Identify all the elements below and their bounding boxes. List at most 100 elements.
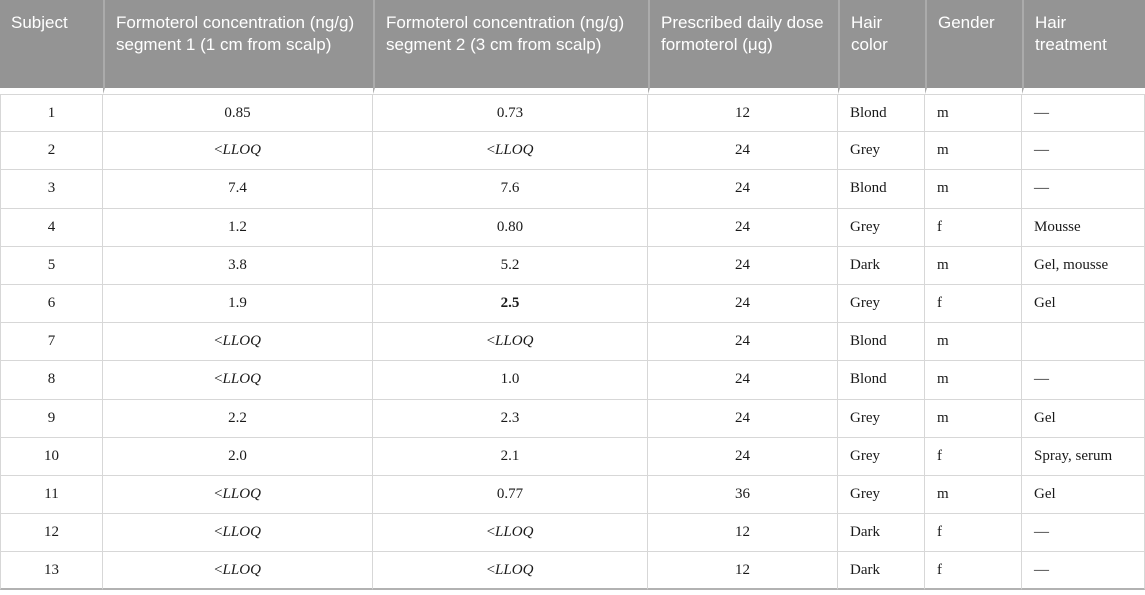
table-cell: 2.3 [373, 399, 648, 438]
table-cell: 24 [648, 170, 838, 209]
table-cell: Gel, mousse [1022, 246, 1145, 285]
table-cell: Grey [838, 208, 925, 247]
table-cell: — [1022, 361, 1145, 400]
table-row: 12 <LLOQ <LLOQ 12 Dark f — [0, 514, 1145, 553]
table-header: Subject Formoterol concentration (ng/g) … [0, 0, 1145, 94]
table-cell: f [925, 552, 1022, 591]
table-cell: 24 [648, 246, 838, 285]
table-cell: 12 [648, 94, 838, 133]
table-cell: 7.4 [103, 170, 373, 209]
subject-cell: 5 [0, 246, 103, 285]
table-cell: 7.6 [373, 170, 648, 209]
table-row: 6 1.9 2.5 24 Grey f Gel [0, 284, 1145, 324]
table-cell: <LLOQ [373, 323, 648, 362]
subject-cell: 10 [0, 437, 103, 476]
table-cell: 24 [648, 284, 838, 324]
table-cell: Grey [838, 284, 925, 324]
table-cell: — [1022, 132, 1145, 171]
table-cell: 1.2 [103, 208, 373, 247]
table-cell: 2.2 [103, 399, 373, 438]
subject-cell: 8 [0, 361, 103, 400]
table-row: 4 1.2 0.80 24 Grey f Mousse [0, 208, 1145, 247]
subject-cell: 13 [0, 552, 103, 591]
column-header-segment-2: Formoterol concentration (ng/g) segment … [373, 0, 648, 94]
subject-cell: 1 [0, 94, 103, 133]
table-cell: <LLOQ [373, 514, 648, 553]
table-cell: <LLOQ [103, 361, 373, 400]
table-row: 13 <LLOQ <LLOQ 12 Dark f — [0, 552, 1145, 591]
table-cell: 24 [648, 208, 838, 247]
table-cell: Dark [838, 552, 925, 591]
subject-cell: 6 [0, 284, 103, 324]
table-row: 9 2.2 2.3 24 Grey m Gel [0, 399, 1145, 438]
table-cell: <LLOQ [103, 552, 373, 591]
table-body: 1 0.85 0.73 12 Blond m —2 <LLOQ <LLOQ 24 Grey m —3 7.… [0, 94, 1145, 591]
table-cell: Mousse [1022, 208, 1145, 247]
table-cell: Blond [838, 170, 925, 209]
table-cell: Gel [1022, 399, 1145, 438]
table-cell: m [925, 399, 1022, 438]
table-row: 8 <LLOQ 1.0 24 Blond m — [0, 361, 1145, 400]
table-cell: 0.80 [373, 208, 648, 247]
table-cell: f [925, 514, 1022, 553]
table-cell: m [925, 361, 1022, 400]
table-cell: 12 [648, 552, 838, 591]
table-cell: Grey [838, 132, 925, 171]
table-cell: 24 [648, 399, 838, 438]
table-cell: Grey [838, 399, 925, 438]
table-cell: 3.8 [103, 246, 373, 285]
table-cell: 0.85 [103, 94, 373, 133]
table-cell: 36 [648, 475, 838, 515]
table-cell: f [925, 437, 1022, 476]
table-cell: Blond [838, 361, 925, 400]
table-cell: m [925, 94, 1022, 133]
table-cell: m [925, 246, 1022, 285]
table-cell: 5.2 [373, 246, 648, 285]
table-row: 10 2.0 2.1 24 Grey f Spray, serum [0, 437, 1145, 476]
table-cell: 0.73 [373, 94, 648, 133]
table-cell: 24 [648, 437, 838, 476]
table-cell [1022, 323, 1145, 362]
table-cell: <LLOQ [103, 323, 373, 362]
table-cell: 2.0 [103, 437, 373, 476]
subject-cell: 7 [0, 323, 103, 362]
table-cell: 1.0 [373, 361, 648, 400]
table-cell: Blond [838, 94, 925, 133]
table-row: 11 <LLOQ 0.77 36 Grey m Gel [0, 475, 1145, 515]
table-row: 1 0.85 0.73 12 Blond m — [0, 94, 1145, 133]
subject-cell: 2 [0, 132, 103, 171]
table-cell: — [1022, 514, 1145, 553]
table-cell: 24 [648, 361, 838, 400]
table-row: 7 <LLOQ <LLOQ 24 Blond m [0, 323, 1145, 362]
header-row: Subject Formoterol concentration (ng/g) … [0, 0, 1145, 94]
table-cell: m [925, 323, 1022, 362]
table-cell: 2.1 [373, 437, 648, 476]
column-header-segment-1: Formoterol concentration (ng/g) segment … [103, 0, 373, 94]
table-cell: <LLOQ [103, 475, 373, 515]
column-header-subject: Subject [0, 0, 103, 94]
table-row: 2 <LLOQ <LLOQ 24 Grey m — [0, 132, 1145, 171]
subject-cell: 12 [0, 514, 103, 553]
table-cell: 2.5 [373, 284, 648, 324]
table-cell: 0.77 [373, 475, 648, 515]
table-row: 5 3.8 5.2 24 Dark m Gel, mousse [0, 246, 1145, 285]
table-cell: 12 [648, 514, 838, 553]
table-cell: f [925, 284, 1022, 324]
column-header-hair-color: Hair color [838, 0, 925, 94]
column-header-hair-treatment: Hair treatment [1022, 0, 1145, 94]
table-cell: Dark [838, 514, 925, 553]
column-header-prescribed-dose: Prescribed daily dose formoterol (μg) [648, 0, 838, 94]
table-cell: <LLOQ [373, 132, 648, 171]
subject-cell: 4 [0, 208, 103, 247]
subject-cell: 9 [0, 399, 103, 438]
table-cell: m [925, 132, 1022, 171]
table-cell: Grey [838, 475, 925, 515]
table-cell: Gel [1022, 475, 1145, 515]
table-cell: Dark [838, 246, 925, 285]
table-cell: f [925, 208, 1022, 247]
table-cell: Blond [838, 323, 925, 362]
table-cell: Spray, serum [1022, 437, 1145, 476]
table-cell: 1.9 [103, 284, 373, 324]
table-cell: m [925, 170, 1022, 209]
